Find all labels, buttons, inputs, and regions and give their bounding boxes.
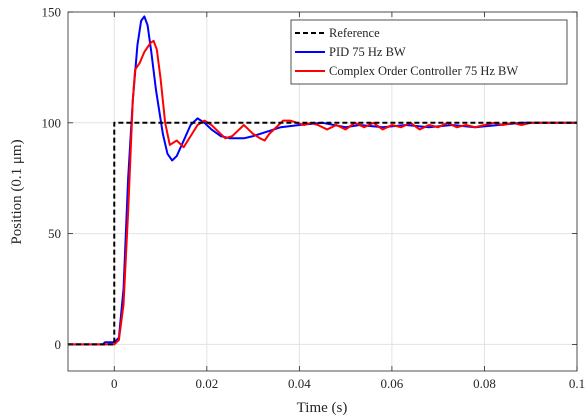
y-tick-label: 50	[48, 226, 61, 241]
series-layer	[68, 15, 577, 346]
x-tick-label: 0.06	[381, 376, 404, 391]
x-tick-label: 0.1	[569, 376, 585, 391]
legend-label-pid: PID 75 Hz BW	[329, 45, 406, 59]
x-tick-label: 0.08	[473, 376, 496, 391]
legend: Reference PID 75 Hz BW Complex Order Con…	[290, 19, 568, 85]
series-line-reference	[68, 121, 577, 346]
y-axis-label: Position (0.1 μm)	[9, 139, 25, 244]
legend-box	[290, 19, 568, 85]
x-tick-label: 0.02	[195, 376, 218, 391]
x-tick-label: 0.04	[288, 376, 311, 391]
y-tick-label: 150	[42, 5, 62, 20]
tick-labels: 0 0.02 0.04 0.06 0.08 0.1 0 50 100 150	[42, 5, 586, 392]
y-tick-label: 100	[42, 115, 62, 130]
legend-label-complex-order: Complex Order Controller 75 Hz BW	[329, 64, 518, 78]
series-line-complex-order	[68, 39, 577, 346]
y-tick-label: 0	[55, 337, 62, 352]
x-axis-label: Time (s)	[297, 400, 348, 416]
legend-label-reference: Reference	[329, 26, 380, 40]
plot-frame	[67, 11, 578, 372]
ticks	[68, 11, 578, 371]
x-tick-label: 0	[111, 376, 118, 391]
